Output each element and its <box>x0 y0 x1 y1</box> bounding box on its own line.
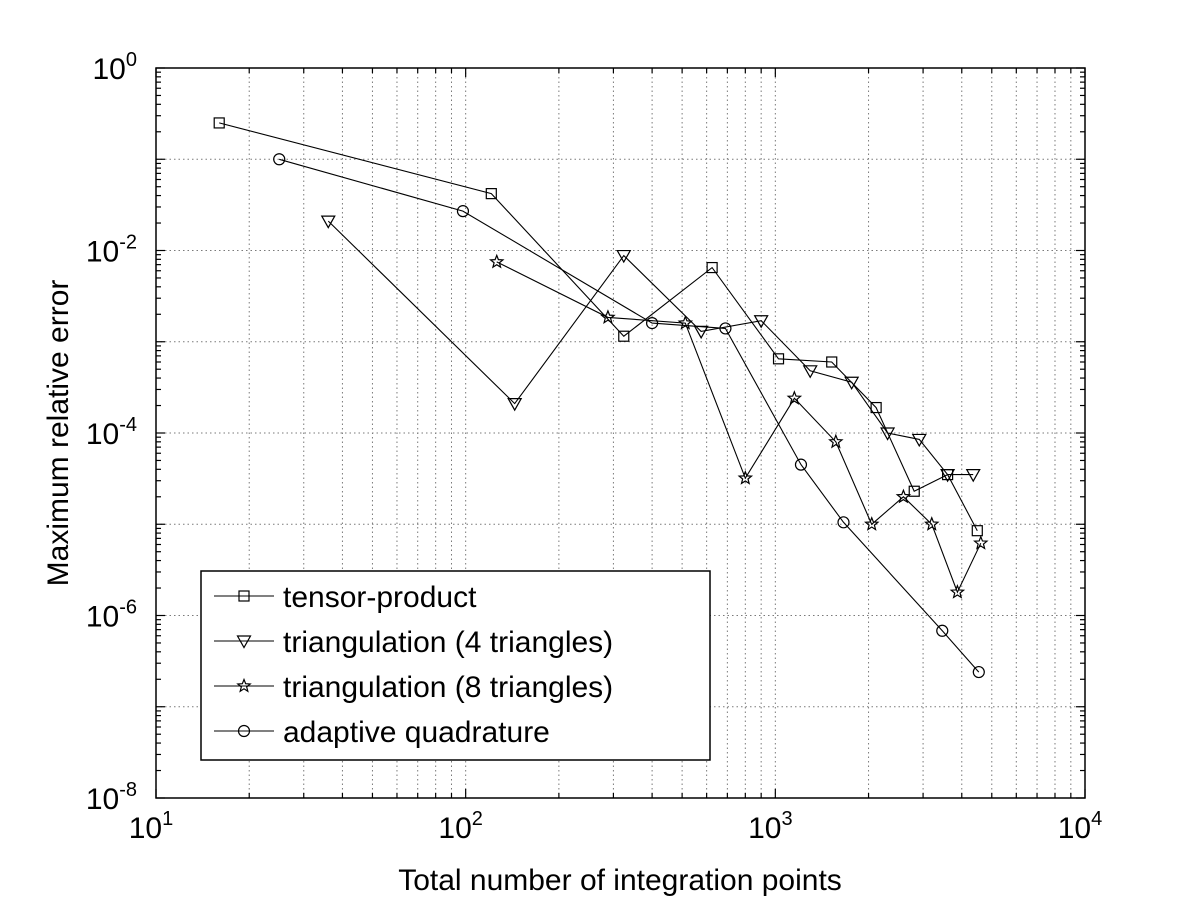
y-axis-label: Maximum relative error <box>42 280 75 587</box>
marker-triangle-down <box>236 635 252 649</box>
marker-triangle-down <box>940 469 956 483</box>
marker-square <box>706 261 718 274</box>
marker-triangle-down <box>911 433 927 448</box>
y-tick-label: 10-2 <box>86 232 137 269</box>
marker-circle <box>837 516 850 529</box>
legend-label: triangulation (8 triangles) <box>283 671 613 704</box>
marker-triangle-down <box>844 376 860 390</box>
x-tick-label: 104 <box>1058 808 1103 845</box>
marker-triangle-down <box>802 365 818 379</box>
marker-circle <box>456 205 470 218</box>
marker-square <box>908 485 920 497</box>
y-tick-label: 10-4 <box>86 414 137 451</box>
marker-triangle-down <box>965 469 981 483</box>
series-layer <box>213 117 989 679</box>
marker-triangle-down <box>616 249 632 264</box>
marker-star <box>600 309 616 324</box>
marker-square <box>213 117 225 129</box>
marker-circle <box>936 624 949 637</box>
x-axis-label: Total number of integration points <box>398 864 842 897</box>
legend-box <box>200 570 711 761</box>
marker-circle <box>972 665 985 679</box>
series-4 <box>273 153 985 679</box>
marker-star <box>895 488 912 504</box>
marker-square <box>238 590 250 602</box>
series-line <box>219 122 978 531</box>
marker-star <box>236 677 252 693</box>
series-line <box>279 158 980 673</box>
y-tick-label: 100 <box>93 49 138 86</box>
marker-circle <box>237 724 251 738</box>
marker-square <box>772 353 785 365</box>
marker-circle <box>646 317 659 330</box>
marker-star <box>786 390 803 405</box>
marker-star <box>949 584 966 599</box>
x-tick-label: 101 <box>129 808 174 845</box>
marker-circle <box>794 458 808 471</box>
axes: 101 102 103 104 100 10-2 10-4 10-6 10-8 <box>86 49 1102 845</box>
marker-triangle-down <box>320 215 336 229</box>
series-line <box>327 220 974 476</box>
marker-square <box>971 525 983 537</box>
series-line <box>496 261 982 594</box>
marker-star <box>924 516 940 531</box>
marker-star <box>973 535 989 550</box>
legend-item: tensor-product <box>214 581 477 614</box>
marker-square <box>485 188 497 200</box>
x-tick-label: 102 <box>438 808 483 845</box>
marker-circle <box>273 153 286 166</box>
marker-triangle-down <box>753 315 769 329</box>
marker-square <box>870 401 882 414</box>
x-tick-label: 103 <box>748 808 793 845</box>
legend: tensor-product triangulation (4 triangles… <box>200 570 711 761</box>
y-tick-label: 10-8 <box>86 779 137 816</box>
legend-label: tensor-product <box>283 581 477 614</box>
marker-star <box>828 433 844 449</box>
y-tick-label: 10-6 <box>86 597 137 634</box>
legend-item: adaptive quadrature <box>214 716 550 749</box>
marker-star <box>488 253 505 269</box>
legend-item: triangulation (4 triangles) <box>214 626 613 659</box>
marker-square <box>618 330 630 342</box>
marker-star <box>863 516 880 531</box>
marker-square <box>826 356 838 368</box>
legend-label: triangulation (4 triangles) <box>283 626 613 659</box>
series-1 <box>213 117 983 537</box>
marker-triangle-down <box>507 397 523 412</box>
marker-triangle-down <box>880 427 896 441</box>
series-3 <box>488 253 989 599</box>
legend-label: adaptive quadrature <box>283 716 550 749</box>
marker-star <box>737 470 754 485</box>
marker-circle <box>719 322 732 335</box>
legend-item: triangulation (8 triangles) <box>214 671 613 704</box>
